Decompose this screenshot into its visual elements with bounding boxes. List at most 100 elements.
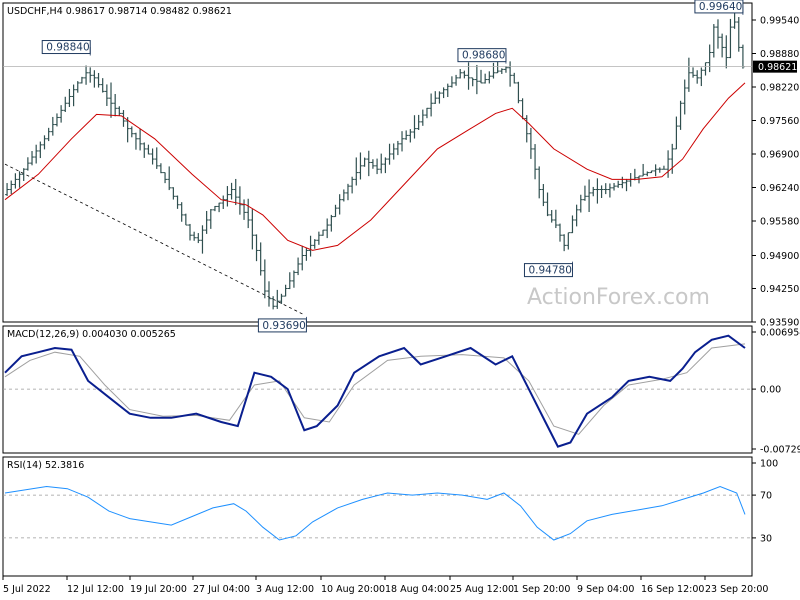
price-bar — [100, 78, 105, 93]
price-bar — [296, 257, 301, 276]
price-bar — [291, 270, 296, 288]
price-bar — [163, 172, 168, 184]
current-price-label: 0.98621 — [758, 62, 797, 73]
price-bar — [424, 107, 429, 119]
price-callouts-group: 0.98840 0.93690 0.98680 0.94780 0.99640 — [41, 0, 744, 333]
x-tick-label: 27 Jul 04:00 — [193, 584, 250, 595]
price-bar — [479, 69, 484, 84]
price-bar — [337, 194, 342, 215]
price-callout: 0.93690 — [257, 316, 307, 333]
x-tick-label: 1 Sep 20:00 — [513, 584, 570, 595]
price-bar — [46, 127, 51, 142]
price-bar — [499, 68, 504, 74]
price-bar — [666, 150, 671, 178]
price-bar — [728, 18, 733, 59]
x-tick-label: 10 Aug 20:00 — [321, 584, 385, 595]
price-bar — [516, 81, 521, 104]
price-bar — [366, 150, 371, 177]
price-bar — [445, 83, 450, 98]
price-bar — [192, 231, 197, 241]
price-bar — [736, 17, 741, 52]
price-bar — [133, 132, 138, 150]
price-bar — [591, 186, 596, 197]
price-bar — [487, 71, 492, 84]
price-bar — [104, 84, 109, 106]
price-bar — [204, 210, 209, 234]
price-bar — [370, 159, 375, 169]
svg-text:0.98840: 0.98840 — [46, 42, 89, 54]
price-bar — [400, 131, 405, 152]
price-bar — [404, 130, 409, 140]
rsi-y-tick-label: 30 — [760, 533, 772, 544]
svg-text:0.98680: 0.98680 — [462, 50, 505, 62]
price-bar — [59, 105, 64, 123]
price-bar — [13, 173, 18, 189]
price-bar — [495, 61, 500, 74]
macd-header: MACD(12,26,9) 0.004030 0.005265 — [7, 329, 176, 340]
x-tick-label: 23 Sep 20:00 — [705, 584, 768, 595]
price-bar — [512, 72, 517, 84]
price-bar — [63, 96, 68, 113]
price-bar — [84, 65, 89, 85]
price-bar — [225, 186, 230, 207]
price-bar — [154, 147, 159, 169]
price-bar — [691, 67, 696, 78]
price-callout: 0.98680 — [457, 48, 507, 64]
price-bar — [146, 144, 151, 155]
trendline-group — [4, 163, 305, 316]
price-bar — [657, 167, 662, 173]
price-bar — [553, 209, 558, 229]
price-bar — [408, 129, 413, 143]
rsi-line — [4, 485, 746, 541]
support-trendline — [4, 163, 305, 316]
price-bar — [362, 157, 367, 167]
rsi-header: RSI(14) 52.3816 — [7, 460, 84, 471]
price-bar — [587, 179, 592, 212]
price-bar — [433, 91, 438, 104]
price-bar — [358, 152, 363, 180]
price-bar — [113, 93, 118, 117]
svg-text:0.99640: 0.99640 — [699, 1, 742, 13]
price-bar — [129, 126, 134, 138]
price-bar — [533, 144, 538, 180]
price-bar — [537, 166, 542, 199]
price-bar — [462, 70, 467, 79]
price-bar — [208, 209, 213, 229]
price-bar — [595, 178, 600, 204]
x-tick-label: 3 Aug 12:00 — [256, 584, 314, 595]
price-bar — [308, 235, 313, 257]
price-bar — [287, 272, 292, 290]
price-bar — [715, 19, 720, 49]
x-tick-label: 16 Sep 12:00 — [641, 584, 704, 595]
price-bar — [458, 68, 463, 79]
price-bar — [121, 110, 126, 127]
price-bar — [416, 114, 421, 130]
price-bar — [250, 209, 255, 250]
price-bar — [470, 77, 475, 87]
current-price-box — [753, 60, 797, 73]
price-bar — [258, 242, 263, 276]
price-bar — [142, 142, 147, 158]
x-tick-label: 9 Sep 04:00 — [577, 584, 634, 595]
price-bar — [92, 70, 97, 88]
price-bar — [333, 204, 338, 218]
price-bar — [42, 135, 47, 150]
price-callout: 0.94780 — [523, 261, 573, 278]
price-bar — [607, 183, 612, 198]
price-bar — [38, 141, 43, 159]
y-tick-label: 0.94900 — [760, 251, 799, 262]
price-bar — [558, 223, 562, 242]
price-bar — [578, 194, 583, 213]
price-bar — [412, 115, 417, 139]
rsi-y-tick-label: 70 — [760, 491, 772, 502]
x-tick-label: 18 Aug 04:00 — [385, 584, 449, 595]
price-bar — [138, 129, 143, 151]
price-bar — [183, 213, 188, 226]
price-callout: 0.99640 — [694, 0, 744, 15]
price-bar — [341, 189, 346, 202]
price-bar — [491, 62, 496, 79]
price-bar — [624, 178, 629, 192]
price-bar — [612, 182, 617, 191]
price-bar — [620, 176, 625, 189]
